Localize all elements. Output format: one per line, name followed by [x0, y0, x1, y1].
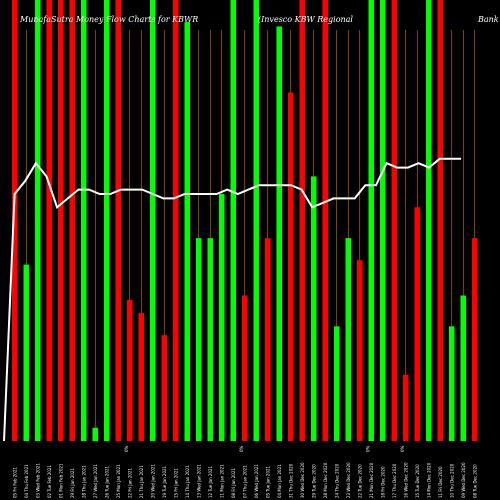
money-flow-bar [265, 238, 271, 441]
money-flow-bar [23, 264, 29, 441]
money-flow-bar [58, 0, 64, 441]
x-tick-label: 06 Wed Jan 2021 [254, 464, 259, 498]
money-flow-bar [219, 194, 225, 441]
x-tick-label: 14 Thu Jan 2021 [185, 465, 190, 498]
money-flow-bar [35, 0, 41, 441]
x-tick-label: 20 Wed Jan 2021 [150, 464, 155, 498]
mid-tick-label: 0% [124, 445, 129, 452]
x-tick-label: 24 Thu Dec 2020 [334, 463, 339, 498]
x-tick-label: 14 Mon Dec 2020 [426, 462, 431, 498]
x-tick-label: 21 Thu Jan 2021 [139, 465, 144, 498]
x-tick-label: 08 Tue Dec 2020 [472, 464, 477, 498]
money-flow-bar [242, 295, 248, 441]
money-flow-bar [69, 0, 75, 441]
x-tick-label: 25 Mon Jan 2021 [116, 464, 121, 498]
money-flow-bar [288, 92, 294, 442]
x-tick-label: 22 Tue Dec 2020 [357, 464, 362, 498]
chart-subtitle: (Invesco KBW Regional [258, 15, 353, 24]
money-flow-bar [345, 238, 351, 441]
x-tick-label: 18 Fri Dec 2020 [380, 466, 385, 498]
money-flow-bar [299, 0, 305, 441]
money-flow-bar [196, 238, 202, 441]
money-flow-bar [311, 176, 317, 441]
x-tick-label: 17 Thu Dec 2020 [392, 463, 397, 498]
x-tick-label: 31 Thu Dec 2020 [288, 463, 293, 498]
money-flow-bar [12, 0, 18, 441]
mid-tick-labels: 0% 0% 0% 0% [124, 445, 405, 452]
money-flow-bar [334, 326, 340, 441]
money-flow-bar [115, 0, 121, 441]
money-flow-bar [253, 0, 259, 441]
money-flow-bar [403, 374, 409, 441]
x-tick-label: 30 Wed Dec 2020 [300, 462, 305, 498]
money-flow-bar [92, 427, 98, 441]
money-flow-bar [368, 0, 374, 441]
x-tick-label: 05 Fri Feb 2021 [12, 467, 17, 498]
money-flow-bar [276, 26, 282, 442]
x-tick-label: 07 Thu Jan 2021 [242, 465, 247, 498]
x-tick-label: 27 Wed Jan 2021 [93, 464, 98, 498]
money-flow-bar [127, 299, 133, 441]
money-flow-bar [150, 0, 156, 441]
money-flow-bar [357, 260, 363, 441]
x-tick-label: 04 Mon Jan 2021 [277, 464, 282, 498]
x-tick-label: 12 Tue Jan 2021 [208, 465, 213, 498]
chart-title-right: Bank [477, 15, 499, 24]
x-tick-label: 08 Fri Jan 2021 [231, 468, 236, 498]
x-tick-label: 11 Mon Jan 2021 [219, 464, 224, 498]
x-tick-label: 19 Tue Jan 2021 [162, 465, 167, 498]
money-flow-bar [230, 0, 236, 441]
money-flow-bar [81, 0, 87, 441]
x-tick-label: 13 Wed Jan 2021 [196, 464, 201, 498]
chart-bars [12, 0, 478, 442]
money-flow-bar [46, 0, 52, 441]
price-line [3, 157, 461, 442]
x-tick-label: 11 Fri Dec 2020 [438, 466, 443, 498]
x-tick-label: 09 Wed Dec 2020 [461, 462, 466, 498]
x-tick-label: 01 Mon Feb 2021 [58, 463, 63, 498]
money-flow-bar [104, 0, 110, 441]
x-tick-label: 21 Mon Dec 2020 [369, 462, 374, 498]
money-flow-bar [173, 0, 179, 441]
money-flow-bar [414, 207, 420, 441]
x-tick-label: 03 Wed Feb 2021 [35, 463, 40, 498]
money-flow-bar [184, 22, 190, 442]
money-flow-bar [207, 238, 213, 441]
x-tick-label: 28 Thu Jan 2021 [81, 465, 86, 498]
x-tick-labels: 05 Fri Feb 2021 04 Thu Feb 2021 03 Wed Feb… [12, 462, 477, 498]
mid-tick-label: 0% [365, 445, 370, 452]
x-tick-label: 28 Mon Dec 2020 [323, 462, 328, 498]
money-flow-bar [426, 0, 432, 441]
money-flow-bar [380, 0, 386, 441]
x-tick-label: 05 Tue Jan 2021 [265, 465, 270, 498]
mid-tick-label: 0% [400, 445, 405, 452]
x-tick-label: 04 Thu Feb 2021 [24, 464, 29, 498]
chart-title: MunafaSutra Money Flow Charts for KBWR [19, 15, 198, 24]
money-flow-bar [460, 295, 466, 441]
x-tick-label: 10 Thu Dec 2020 [449, 463, 454, 498]
mid-tick-label: 0% [239, 445, 244, 452]
money-flow-bar [472, 238, 478, 441]
x-tick-label: 29 Tue Dec 2020 [311, 464, 316, 498]
money-flow-bar [437, 0, 443, 441]
x-tick-label: 29 Fri Jan 2021 [70, 468, 75, 498]
x-tick-label: 15 Fri Jan 2021 [173, 468, 178, 498]
x-tick-label: 15 Tue Dec 2020 [415, 464, 420, 498]
money-flow-bar [391, 0, 397, 441]
x-tick-label: 02 Tue Feb 2021 [47, 465, 52, 498]
money-flow-bar [161, 335, 167, 441]
x-tick-label: 22 Fri Jan 2021 [127, 468, 132, 498]
x-tick-label: 16 Wed Dec 2020 [403, 462, 408, 498]
x-tick-label: 26 Tue Jan 2021 [104, 465, 109, 498]
money-flow-bar [449, 326, 455, 441]
money-flow-bar [322, 0, 328, 441]
x-tick-label: 23 Wed Dec 2020 [346, 462, 351, 498]
money-flow-bar [138, 313, 144, 441]
